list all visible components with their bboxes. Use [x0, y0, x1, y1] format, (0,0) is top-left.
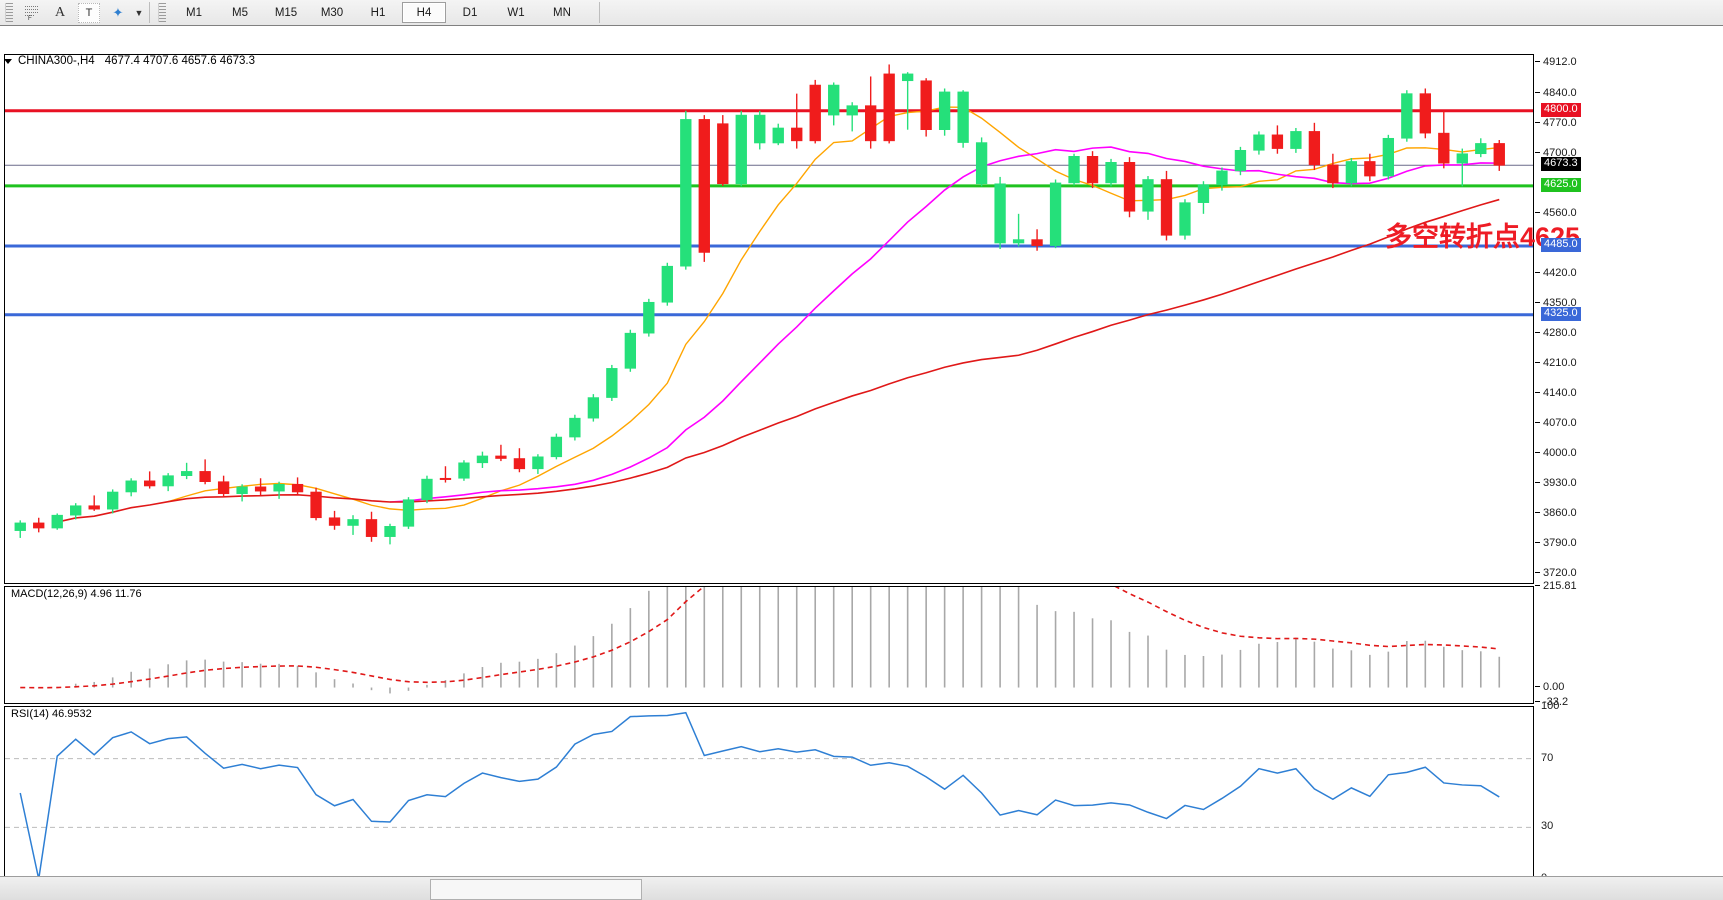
main-toolbar: F A T ✦ ▼ M1 M5 M15 M30 H1 H4 D1 W1 MN [0, 0, 1723, 26]
rsi-tick-70: 70 [1541, 751, 1554, 764]
text-box-icon[interactable]: T [78, 2, 100, 23]
price-level-label-4625-0: 4625.0 [1541, 177, 1581, 192]
timeframe-grip[interactable] [158, 3, 166, 22]
macd-tick-_33_2: -33.2 [1535, 696, 1568, 708]
crosshair-grid-glyph: F [24, 6, 38, 20]
timeframe-d1[interactable]: D1 [462, 6, 478, 19]
chart-menu-caret-icon[interactable] [4, 58, 12, 64]
timeframe-m1[interactable]: M1 [186, 6, 202, 19]
price-tick-4420-0: 4420.0 [1535, 267, 1577, 279]
timeframe-w1[interactable]: W1 [507, 6, 525, 19]
macd-label: MACD(12,26,9) 4.96 11.76 [9, 588, 144, 600]
taskbar-window-button[interactable] [430, 879, 642, 900]
price-tick-4912-0: 4912.0 [1535, 56, 1577, 68]
price-level-label-4325-0: 4325.0 [1541, 306, 1581, 321]
chart-window: CHINA300-,H4 4677.4 4707.6 4657.6 4673.3… [0, 25, 1723, 894]
price-tick-4210-0: 4210.0 [1535, 357, 1577, 369]
rsi-label: RSI(14) 46.9532 [9, 708, 94, 720]
price-tick-4140-0: 4140.0 [1535, 387, 1577, 399]
rsi-tick-100: 100 [1541, 700, 1560, 712]
taskbar [0, 876, 1723, 900]
price-scale[interactable]: 4912.0 4840.0 4770.0 4700.0 4560.0 4420.0 4350… [1535, 54, 1723, 884]
macd-tick-215_81: 215.81 [1535, 580, 1577, 592]
price-tick-3860-0: 3860.0 [1535, 507, 1577, 519]
svg-text:F: F [28, 16, 32, 20]
price-tick-4840-0: 4840.0 [1535, 87, 1577, 99]
text-label-icon[interactable]: A [54, 4, 66, 20]
price-level-label-4485-0: 4485.0 [1541, 238, 1581, 253]
price-tick-4350-0: 4350.0 [1535, 297, 1577, 309]
price-level-label-4673-3: 4673.3 [1541, 157, 1581, 172]
price-tick-3720-0: 3720.0 [1535, 567, 1577, 579]
timeframe-h4[interactable]: H4 [402, 2, 446, 23]
price-chart-svg [5, 64, 1533, 545]
price-tick-4000-0: 4000.0 [1535, 447, 1577, 459]
rsi-chart-svg [5, 711, 1533, 879]
symbol-info-bar: CHINA300-,H4 4677.4 4707.6 4657.6 4673.3 [4, 54, 255, 68]
toolbar-grip[interactable] [5, 3, 13, 22]
macd-chart-svg [20, 587, 1501, 694]
timeframe-m30[interactable]: M30 [320, 6, 344, 19]
objects-icon[interactable]: ✦ [112, 4, 124, 20]
price-tick-4280-0: 4280.0 [1535, 327, 1577, 339]
timeframe-mn[interactable]: MN [553, 6, 571, 19]
price-tick-4700-0: 4700.0 [1535, 147, 1577, 159]
price-tick-4070-0: 4070.0 [1535, 417, 1577, 429]
price-tick-4560-0: 4560.0 [1535, 207, 1577, 219]
crosshair-grid-icon[interactable]: F [18, 1, 46, 24]
macd-pane[interactable]: MACD(12,26,9) 4.96 11.76 [4, 586, 1534, 704]
price-level-label-4800-0: 4800.0 [1541, 102, 1581, 117]
timeframe-m5[interactable]: M5 [232, 6, 248, 19]
price-tick-4770-0: 4770.0 [1535, 117, 1577, 129]
toolbar-separator-2 [599, 2, 600, 23]
timeframe-m15[interactable]: M15 [274, 6, 298, 19]
toolbar-separator [149, 2, 150, 23]
price-tick-3930-0: 3930.0 [1535, 477, 1577, 489]
macd-tick-0_00: 0.00 [1535, 681, 1564, 693]
price-pane[interactable]: 多空转折点4625 [4, 54, 1580, 584]
price-tick-3790-0: 3790.0 [1535, 537, 1577, 549]
chevron-down-icon[interactable]: ▼ [134, 7, 144, 18]
timeframe-group: M1 M5 M15 M30 H1 H4 D1 W1 MN [171, 2, 585, 23]
timeframe-h1[interactable]: H1 [370, 6, 386, 19]
symbol-ohlc: 4677.4 4707.6 4657.6 4673.3 [104, 55, 255, 67]
rsi-pane[interactable]: RSI(14) 46.9532 [4, 706, 1534, 880]
rsi-tick-30: 30 [1541, 820, 1554, 833]
symbol-name: CHINA300-,H4 [18, 55, 95, 67]
